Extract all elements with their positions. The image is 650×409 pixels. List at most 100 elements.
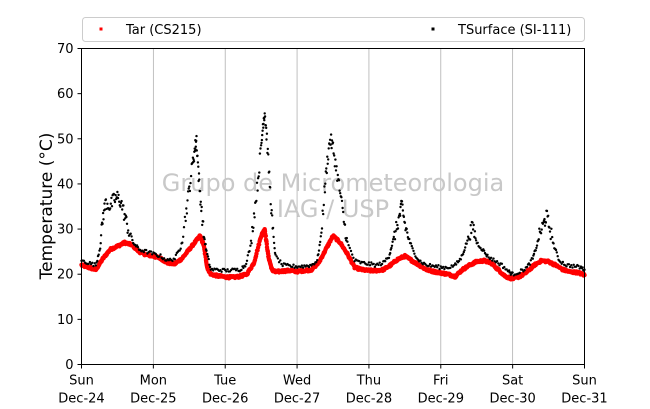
data-point — [577, 264, 580, 268]
data-point — [518, 271, 521, 274]
data-point — [88, 260, 92, 264]
data-point — [412, 249, 415, 253]
x-tick-date-label: Dec-28 — [346, 392, 392, 407]
vertical-grid-lines — [152, 48, 514, 365]
data-point — [151, 253, 154, 256]
data-point — [125, 222, 129, 225]
data-point — [551, 235, 554, 239]
data-point — [208, 265, 212, 269]
y-tick-label: 0 — [65, 358, 73, 373]
data-point — [544, 221, 548, 224]
data-point — [260, 138, 264, 142]
data-point — [315, 261, 318, 264]
data-point — [195, 134, 198, 138]
data-point — [479, 246, 482, 250]
y-tick-label: 60 — [57, 87, 74, 102]
data-point — [327, 147, 330, 150]
data-point — [265, 126, 268, 130]
data-point — [256, 177, 260, 180]
data-point — [545, 209, 549, 213]
data-point — [505, 268, 508, 271]
data-point — [507, 269, 511, 272]
data-point — [99, 247, 102, 250]
data-point — [529, 259, 532, 262]
data-point — [142, 250, 145, 254]
data-point — [396, 223, 399, 227]
data-point — [442, 265, 445, 269]
data-point — [390, 246, 393, 250]
data-point — [259, 144, 263, 147]
data-point — [82, 259, 86, 262]
data-point — [280, 262, 283, 266]
data-point — [96, 259, 99, 263]
data-point — [268, 170, 271, 173]
data-point — [199, 200, 202, 203]
data-point — [270, 209, 273, 212]
data-point — [419, 259, 422, 262]
data-point — [321, 209, 324, 212]
data-point — [194, 145, 197, 148]
data-point — [264, 124, 267, 127]
data-point — [549, 237, 552, 241]
data-point — [367, 261, 371, 264]
data-point — [469, 224, 472, 227]
data-point — [320, 231, 323, 234]
data-point — [346, 240, 349, 243]
x-tick-day-label: Mon — [140, 374, 167, 389]
data-point — [291, 265, 294, 269]
data-point — [198, 178, 201, 181]
data-point — [413, 252, 416, 255]
data-point — [263, 233, 268, 239]
data-point — [271, 214, 274, 217]
data-point — [497, 262, 500, 265]
data-point — [186, 199, 189, 202]
data-point — [473, 230, 477, 233]
data-point — [313, 263, 316, 266]
data-point — [322, 203, 325, 207]
data-point — [405, 227, 408, 231]
data-point — [320, 227, 324, 230]
data-point — [572, 263, 575, 266]
data-point — [464, 246, 467, 249]
data-point — [489, 256, 493, 259]
data-point — [250, 242, 253, 245]
data-point — [570, 264, 573, 267]
data-point — [348, 246, 351, 250]
data-point — [465, 242, 468, 245]
data-point — [452, 264, 456, 267]
data-point — [195, 139, 198, 142]
data-point — [466, 239, 469, 242]
data-point — [186, 190, 190, 193]
x-tick-date-label: Dec-30 — [489, 392, 535, 407]
data-point — [537, 238, 540, 241]
data-point — [184, 219, 187, 223]
data-point — [187, 187, 190, 190]
data-point — [257, 175, 260, 178]
data-point — [120, 199, 123, 203]
data-point — [252, 212, 256, 215]
data-point — [158, 255, 161, 258]
data-point — [185, 207, 188, 210]
data-point — [192, 158, 195, 161]
data-point — [183, 215, 187, 219]
data-point — [543, 217, 546, 221]
data-point — [263, 115, 267, 118]
data-point — [387, 256, 391, 260]
data-point — [327, 158, 330, 161]
data-point — [352, 256, 355, 259]
data-point — [270, 212, 273, 215]
data-point — [443, 267, 446, 271]
data-point — [548, 230, 552, 233]
data-point — [196, 161, 200, 164]
data-point — [401, 209, 405, 212]
data-point — [323, 185, 326, 188]
data-point — [182, 226, 186, 229]
data-point — [343, 223, 347, 226]
data-point — [201, 223, 204, 227]
legend-marker-tar — [99, 27, 103, 31]
data-point — [87, 262, 90, 266]
data-point — [205, 249, 208, 252]
data-point — [318, 243, 321, 247]
data-point — [543, 224, 547, 227]
data-point — [104, 198, 108, 201]
